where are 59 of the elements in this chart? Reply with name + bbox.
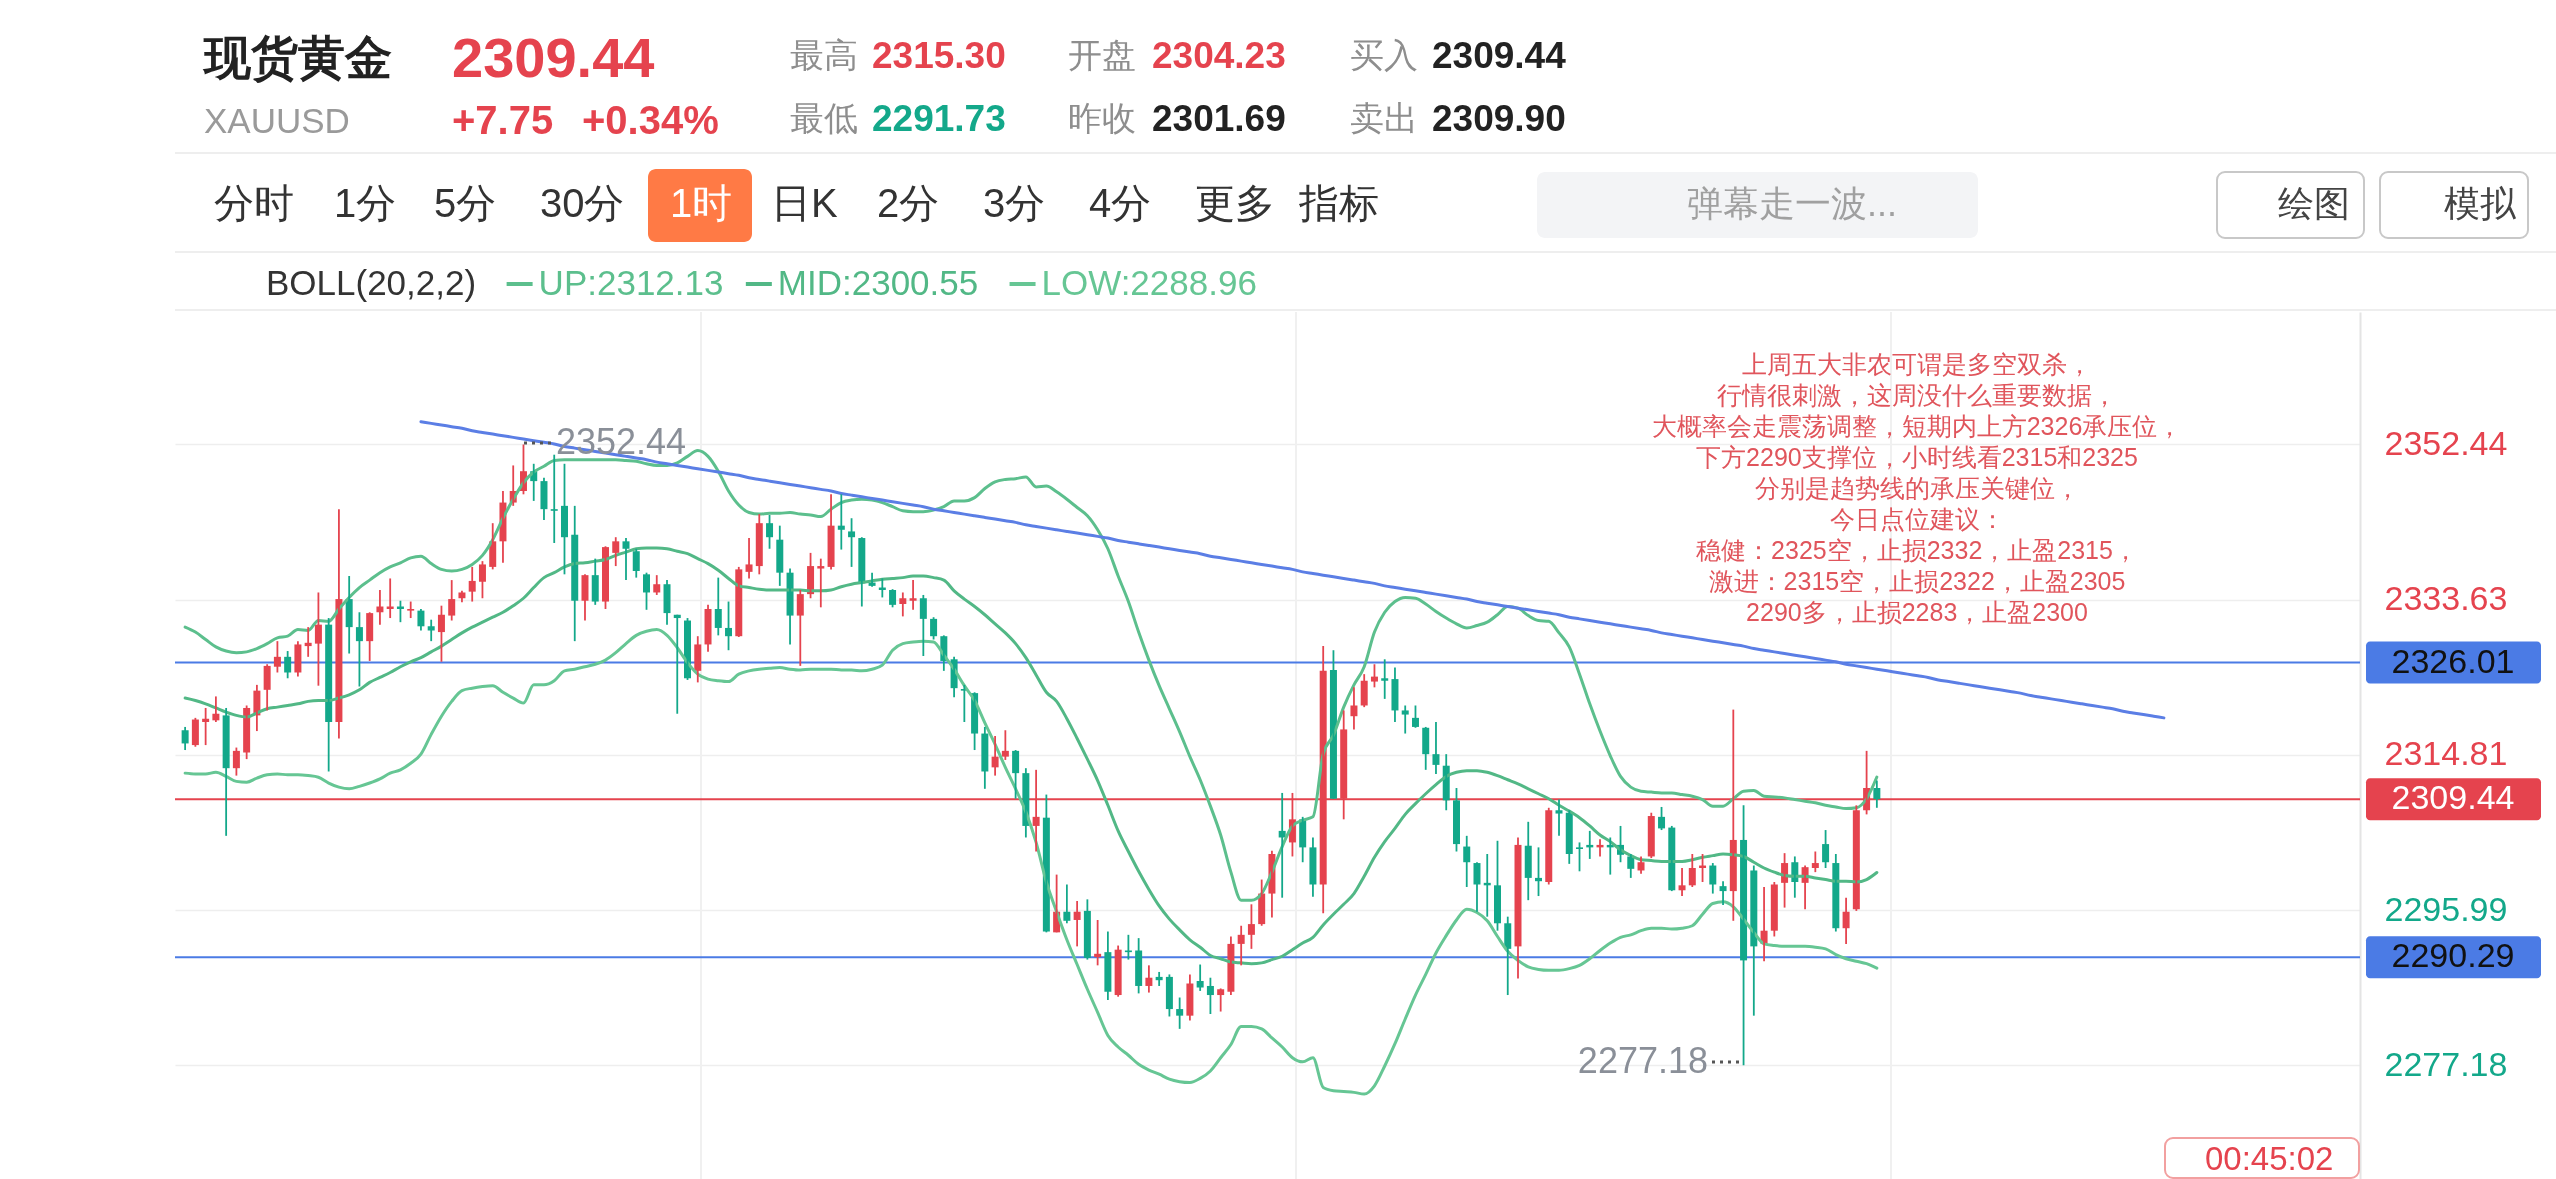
y-tick-label: 2352.44 <box>2384 423 2508 462</box>
ref-line-label: 2309.44 <box>2391 778 2515 817</box>
legend-label: LOW:2288.96 <box>1041 263 1257 302</box>
text: 日K <box>771 181 838 225</box>
text: 2309.90 <box>1432 98 1566 139</box>
annotation: 上周五大非农可谓是多空双杀， <box>1742 350 2092 378</box>
text: 2301.69 <box>1152 98 1286 139</box>
text: 2分 <box>877 181 940 225</box>
text: 昨收 <box>1068 99 1136 137</box>
text: 指标 <box>1298 181 1379 225</box>
text: 3分 <box>983 181 1046 225</box>
text: 最高 <box>790 36 858 74</box>
text: 00:45:02 <box>2205 1140 2334 1177</box>
text: 开盘 <box>1068 36 1136 74</box>
text: 4分 <box>1089 181 1152 225</box>
annotation: 下方2290支撑位，小时线看2315和2325 <box>1696 443 2138 471</box>
y-tick-label: 2333.63 <box>2384 579 2508 618</box>
text: 模拟 <box>2444 183 2517 224</box>
text: 弹幕走一波... <box>1687 183 1898 224</box>
text: 1分 <box>334 181 397 225</box>
text: 分时 <box>214 181 294 225</box>
text: 5分 <box>434 181 497 225</box>
candlestick <box>396 599 404 624</box>
text: 卖出 <box>1350 99 1418 137</box>
annotation: 激进：2315空，止损2322，止盈2305 <box>1708 567 2126 595</box>
y-tick-label: 2314.81 <box>2384 734 2508 773</box>
text: 最低 <box>790 99 858 137</box>
candlestick <box>1576 841 1584 873</box>
text: +7.75 <box>452 98 554 142</box>
line-series <box>183 628 1879 1096</box>
annotation: 今日点位建议： <box>1829 505 2005 533</box>
text: 绘图 <box>2278 183 2350 224</box>
text: 买入 <box>1350 36 1418 74</box>
legend-label: MID:2300.55 <box>777 263 979 302</box>
candlestick <box>848 517 856 568</box>
ref-line-label: 2290.29 <box>2391 936 2515 975</box>
annotation: 稳健：2325空，止损2332，止盈2315， <box>1696 536 2138 564</box>
legend-label: UP:2312.13 <box>538 263 724 302</box>
text: 2291.73 <box>872 98 1006 139</box>
annotation: 大概率会走震荡调整，短期内上方2326承压位， <box>1651 412 2183 440</box>
ref-line-label: 2326.01 <box>2391 641 2515 680</box>
text: 30分 <box>540 181 625 225</box>
text: 更多 <box>1195 181 1275 225</box>
text: 2309.44 <box>452 26 655 89</box>
chart-title: 现货黄金 <box>202 31 392 84</box>
text: 2304.23 <box>1152 35 1286 76</box>
text: +0.34% <box>582 98 719 142</box>
text: 1时 <box>670 181 733 225</box>
y-tick-label: 2295.99 <box>2384 889 2508 928</box>
text: 2309.44 <box>1432 35 1567 76</box>
annotation: 2290多，止损2283，止盈2300 <box>1746 598 2088 626</box>
legend-title: BOLL(20,2,2) <box>266 263 477 302</box>
text: 2315.30 <box>872 35 1006 76</box>
annotation: 行情很刺激，这周没什么重要数据， <box>1717 381 2117 409</box>
y-tick-label: 2277.18 <box>2384 1044 2508 1083</box>
annotation: 2352.44 <box>556 421 687 462</box>
chart-subtitle: XAUUSD <box>204 101 350 140</box>
annotation: 分别是趋势线的承压关键位， <box>1754 474 2080 502</box>
annotation: 2277.18 <box>1577 1040 1708 1081</box>
